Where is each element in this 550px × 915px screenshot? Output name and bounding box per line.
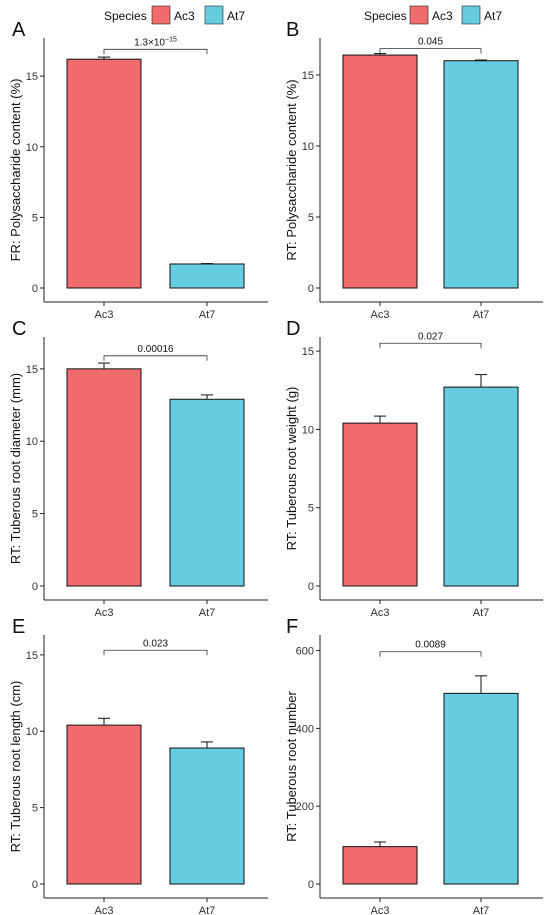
bar-ac3 [66,368,142,587]
y-tick-label: 15 [26,71,38,83]
x-tick-label: At7 [473,607,490,619]
legend-swatch-ac3 [151,5,171,25]
y-tick-label: 400 [296,723,314,735]
x-tick-label: Ac3 [371,607,390,619]
y-tick-label: 15 [26,650,38,662]
bar-at7 [169,747,245,885]
y-axis-label: FR: Polysaccharide content (%) [8,79,23,262]
x-tick-label: At7 [473,309,490,321]
panel-d: D 0 5 10 15 RT: Tuberous root weight (g) Ac3 At… [284,318,543,619]
p-value-label: 0.00016 [137,344,174,355]
bar-at7 [443,692,519,885]
bar-ac3 [342,422,418,587]
y-tick-label: 15 [26,364,38,376]
y-tick-label: 5 [308,503,314,515]
legend-label-ac3-2: Ac3 [432,9,453,23]
y-tick-label: 15 [302,70,314,82]
y-tick-label: 10 [26,436,38,448]
x-tick-label: Ac3 [371,905,390,915]
x-tick-label: Ac3 [95,607,114,619]
legend: Species Ac3 At7 Species Ac3 At7 [104,5,502,25]
y-tick-label: 5 [32,803,38,815]
y-tick-label: 0 [308,879,314,891]
p-value-label: 0.027 [418,331,443,342]
panel-letter: C [12,318,26,340]
panel-e: E 0 5 10 15 RT: Tuberous root length (cm) Ac3 A… [8,616,268,915]
significance-bracket [379,342,482,349]
x-tick-label: Ac3 [371,309,390,321]
bar-ac3 [342,54,418,289]
significance-bracket [103,48,208,55]
p-value-label: 0.045 [418,37,443,48]
y-axis-label: RT: Polysaccharide content (%) [284,79,299,260]
legend-label-ac3: Ac3 [174,9,195,23]
y-tick-label: 15 [302,346,314,358]
x-tick-label: At7 [473,905,490,915]
y-tick-label: 10 [26,142,38,154]
y-tick-label: 600 [296,646,314,658]
legend-title-2: Species [364,9,407,23]
y-tick-label: 0 [32,879,38,891]
panel-letter: A [12,19,26,41]
significance-bracket [103,355,208,361]
x-tick-label: At7 [199,905,216,915]
x-tick-label: Ac3 [95,309,114,321]
y-tick-label: 200 [296,801,314,813]
bar-at7 [169,398,245,587]
panel-letter: E [12,616,25,638]
legend-swatch-at7-2 [461,5,481,25]
bar-at7 [169,263,245,289]
y-tick-label: 5 [32,509,38,521]
bar-ac3 [342,846,418,885]
y-tick-label: 10 [302,424,314,436]
panel-f: F 0 200 400 600 RT: Tuberous root number Ac3 At… [284,616,543,915]
significance-bracket [103,649,208,656]
p-value-label: 0.023 [143,638,168,649]
y-tick-label: 0 [32,581,38,593]
y-axis-label: RT: Tuberous root weight (g) [284,387,299,551]
significance-bracket [379,48,482,54]
y-tick-label: 0 [308,581,314,593]
p-value-label: 0.0089 [415,640,446,651]
bar-at7 [443,386,519,587]
significance-bracket [379,651,482,657]
y-tick-label: 10 [302,141,314,153]
bar-at7 [443,60,519,289]
y-tick-label: 5 [32,212,38,224]
bar-ac3 [66,58,142,289]
x-tick-label: At7 [199,309,216,321]
y-tick-label: 0 [32,283,38,295]
legend-label-at7: At7 [227,9,245,23]
legend-label-at7-2: At7 [484,9,502,23]
x-tick-label: Ac3 [95,905,114,915]
x-tick-label: At7 [199,607,216,619]
y-tick-label: 0 [308,283,314,295]
panel-letter: F [286,616,298,638]
panel-letter: B [286,19,299,41]
p-value-label: 1.3×10−15 [134,36,177,48]
legend-swatch-at7 [204,5,224,25]
y-axis-label: RT: Tuberous root length (cm) [8,681,23,853]
legend-title: Species [104,9,147,23]
y-tick-label: 5 [308,212,314,224]
y-tick-label: 10 [26,726,38,738]
y-axis-label: RT: Tuberous root diameter (mm) [8,373,23,564]
y-axis-label: RT: Tuberous root number [284,690,299,841]
legend-swatch-ac3-2 [409,5,429,25]
panel-letter: D [286,318,300,340]
bar-ac3 [66,724,142,885]
